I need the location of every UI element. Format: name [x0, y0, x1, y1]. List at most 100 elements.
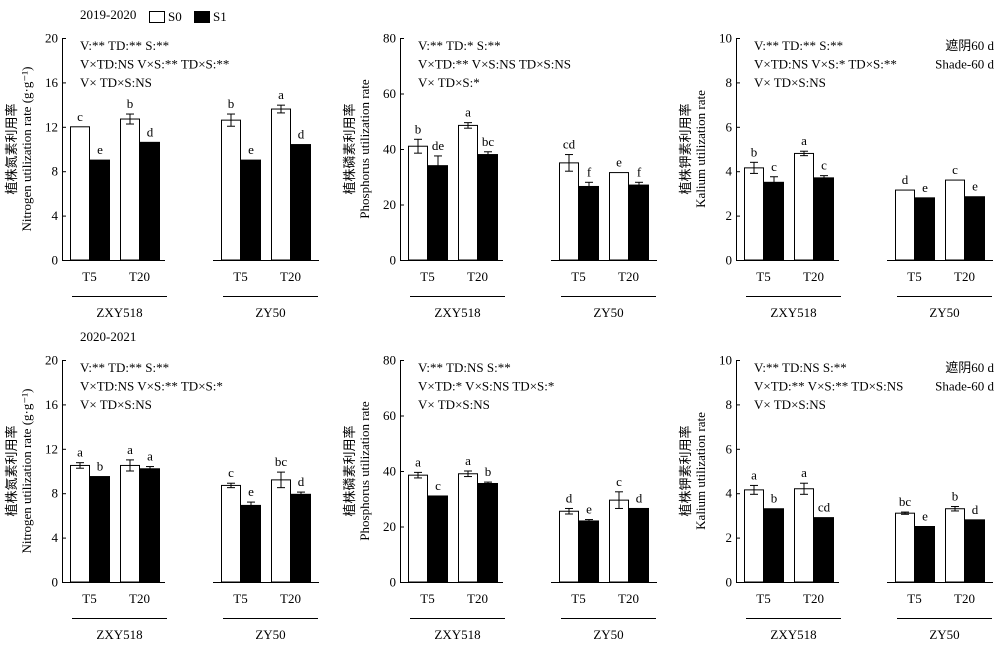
bar-s1 [241, 504, 261, 583]
y-tick-label: 2 [726, 530, 733, 545]
treatment-label: T20 [467, 269, 488, 284]
treatment-label: T20 [618, 591, 639, 606]
y-tick-label: 10 [719, 353, 732, 368]
bar-s0 [744, 489, 764, 583]
treatment-label: T20 [280, 269, 301, 284]
bar-s1 [814, 177, 834, 261]
y-tick-label: 20 [45, 353, 58, 368]
bar-s0 [221, 119, 241, 261]
stats-line-2: V×TD:NS V×S:** TD×S:** [80, 57, 229, 72]
bar-s0 [120, 464, 140, 583]
y-axis-label-cn: 植株氮素利用率 [4, 425, 19, 516]
y-tick-label: 40 [383, 464, 396, 479]
significance-letter: b [771, 491, 778, 506]
variety-label: ZY50 [929, 305, 959, 320]
significance-letter: e [586, 502, 592, 517]
variety-label: ZY50 [593, 627, 623, 642]
treatment-label: T20 [803, 269, 824, 284]
significance-letter: c [228, 465, 234, 480]
bar-s1 [90, 476, 110, 583]
variety-label: ZXY518 [96, 627, 142, 642]
y-axis-label-en: Phosphorus utilization rate [357, 79, 372, 219]
panel-5: 0 20 40 60 80 植株磷素利用率 Phosphorus utilization r… [342, 353, 657, 642]
legend: S0 S1 [149, 9, 227, 24]
significance-letter: b [228, 96, 235, 111]
stats-line-1: V:** TD:* S:** [418, 38, 501, 53]
significance-letter: b [97, 459, 104, 474]
significance-letter: c [616, 474, 622, 489]
y-axis-label: 植株钾素利用率 Kalium utilization rate [678, 412, 708, 530]
stats-line-2: V×TD:NS V×S:* TD×S:** [754, 57, 897, 72]
year-label: 2019-2020 [80, 7, 136, 22]
bar-s1 [90, 159, 110, 261]
significance-letter: d [298, 127, 305, 142]
treatment-label: T5 [571, 591, 585, 606]
bar-s1 [291, 493, 311, 583]
treatment-label: T5 [233, 269, 247, 284]
treatment-label: T5 [571, 269, 585, 284]
bar-s1 [579, 520, 599, 583]
stats-line-3: V× TD×S:NS [418, 397, 490, 412]
significance-letter: bc [899, 494, 912, 509]
y-tick-label: 12 [45, 119, 58, 134]
bar-s0 [895, 512, 915, 583]
shade-label-2: Shade-60 d [935, 57, 994, 72]
y-tick-label: 80 [383, 31, 396, 46]
y-axis-label-en: Kalium utilization rate [693, 90, 708, 208]
treatment-label: T20 [954, 269, 975, 284]
y-axis-label: 植株磷素利用率 Phosphorus utilization rate [342, 401, 372, 541]
y-tick-label: 0 [726, 253, 733, 268]
significance-letter: b [485, 464, 492, 479]
significance-letter: d [902, 172, 909, 187]
treatment-label: T5 [756, 269, 770, 284]
shade-label-1: 遮阴60 d [945, 38, 994, 53]
y-axis-label-cn: 植株钾素利用率 [678, 425, 693, 516]
significance-letter: a [465, 453, 471, 468]
significance-letter: e [248, 484, 254, 499]
y-tick-label: 8 [726, 397, 733, 412]
significance-letter: a [77, 445, 83, 460]
stats-line-2: V×TD:* V×S:NS TD×S:* [418, 379, 554, 394]
bar-s1 [915, 197, 935, 261]
panel-2: 0 20 40 60 80 植株磷素利用率 Phosphorus utilization r… [342, 31, 657, 320]
bar-s0 [458, 473, 478, 583]
y-tick-label: 20 [383, 519, 396, 534]
variety-label: ZXY518 [770, 305, 816, 320]
y-tick-label: 4 [726, 164, 733, 179]
bar-s0 [895, 189, 915, 261]
variety-label: ZY50 [929, 627, 959, 642]
significance-letter: cd [818, 500, 831, 515]
legend-label-s0: S0 [168, 9, 182, 24]
significance-letter: b [952, 489, 959, 504]
legend-swatch-s0 [149, 11, 165, 23]
stats-line-3: V× TD×S:NS [754, 397, 826, 412]
treatment-label: T5 [907, 269, 921, 284]
bar-s0 [744, 167, 764, 261]
stats-line-2: V×TD:** V×S:** TD×S:NS [754, 379, 903, 394]
y-tick-label: 6 [726, 119, 733, 134]
bar-s1 [814, 517, 834, 583]
y-axis-label: 植株氮素利用率 Nitrogen utilization rate (g·g⁻¹) [4, 67, 34, 232]
panel-4: 0 4 8 12 16 20 植株氮素利用率 Nitrogen utilization rat… [4, 329, 319, 642]
bar-s0 [221, 484, 241, 583]
significance-letter: a [278, 87, 284, 102]
y-tick-label: 8 [52, 164, 59, 179]
treatment-label: T5 [420, 591, 434, 606]
significance-letter: d [972, 502, 979, 517]
significance-letter: b [415, 121, 422, 136]
y-axis-label-cn: 植株氮素利用率 [4, 103, 19, 194]
shade-label-1: 遮阴60 d [945, 360, 994, 375]
y-tick-label: 4 [52, 208, 59, 223]
treatment-label: T20 [803, 591, 824, 606]
significance-letter: e [97, 142, 103, 157]
treatment-label: T5 [756, 591, 770, 606]
y-tick-label: 60 [383, 86, 396, 101]
stats-line-1: V:** TD:NS S:** [418, 360, 511, 375]
stats-line-1: V:** TD:** S:** [754, 38, 843, 53]
y-tick-label: 2 [726, 208, 733, 223]
treatment-label: T20 [618, 269, 639, 284]
bar-s0 [408, 474, 428, 583]
treatment-label: T20 [954, 591, 975, 606]
significance-letter: d [636, 490, 643, 505]
